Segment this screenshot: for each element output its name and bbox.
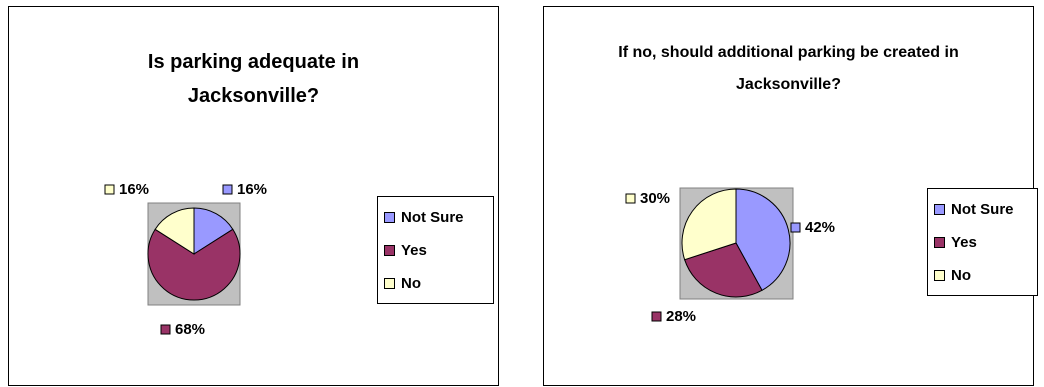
legend-swatch-no [934,270,945,281]
chart-panel-parking-adequate: Is parking adequate in Jacksonville? 16%… [8,6,499,386]
data-label-swatch [790,222,801,233]
data-label-text: 28% [666,308,696,325]
data-label-text: 16% [119,181,149,198]
legend-swatch-yes [384,245,395,256]
data-label-yes: 28% [651,308,696,325]
data-label-text: 42% [805,219,835,236]
pie-slice-not-sure [193,207,234,255]
data-label-no: 30% [625,190,670,207]
legend-item-no: No [384,267,487,300]
data-label-yes: 68% [160,321,205,338]
legend-swatch-no [384,278,395,289]
legend-swatch-yes [934,237,945,248]
chart-panel-additional-parking: If no, should additional parking be crea… [543,6,1038,386]
legend: Not Sure Yes No [927,188,1038,296]
chart-title: Is parking adequate in Jacksonville? [147,51,360,107]
legend-label: No [951,267,971,284]
data-label-text: 16% [237,181,267,198]
pie-slice-yes [684,242,763,298]
legend-label: Not Sure [951,201,1014,218]
pie-slice-yes [147,228,241,301]
legend-label: Not Sure [401,209,464,226]
chart-title: If no, should additional parking be crea… [618,44,959,93]
pie-slice-no [681,188,737,261]
data-label-text: 68% [175,321,205,338]
data-label-swatch [160,324,171,335]
legend: Not Sure Yes No [377,196,494,304]
data-label-swatch [651,311,662,322]
legend-label: No [401,275,421,292]
data-label-not-sure: 42% [790,219,835,236]
legend-label: Yes [401,242,427,259]
data-label-swatch [104,184,115,195]
legend-item-yes: Yes [934,226,1031,259]
data-label-text: 30% [640,190,670,207]
pie-slice-no [154,207,195,255]
pie-chart: 42% 28% 30% [625,187,835,325]
legend-swatch-not-sure [934,204,945,215]
legend-item-yes: Yes [384,234,487,267]
legend-item-not-sure: Not Sure [934,193,1031,226]
legend-swatch-not-sure [384,212,395,223]
legend-label: Yes [951,234,977,251]
data-label-swatch [625,193,636,204]
data-label-no: 16% [104,181,149,198]
pie-chart: 16% 68% 16% [104,181,267,338]
legend-item-not-sure: Not Sure [384,201,487,234]
data-label-swatch [222,184,233,195]
data-label-not-sure: 16% [222,181,267,198]
pie-slice-not-sure [735,188,791,292]
legend-item-no: No [934,259,1031,292]
